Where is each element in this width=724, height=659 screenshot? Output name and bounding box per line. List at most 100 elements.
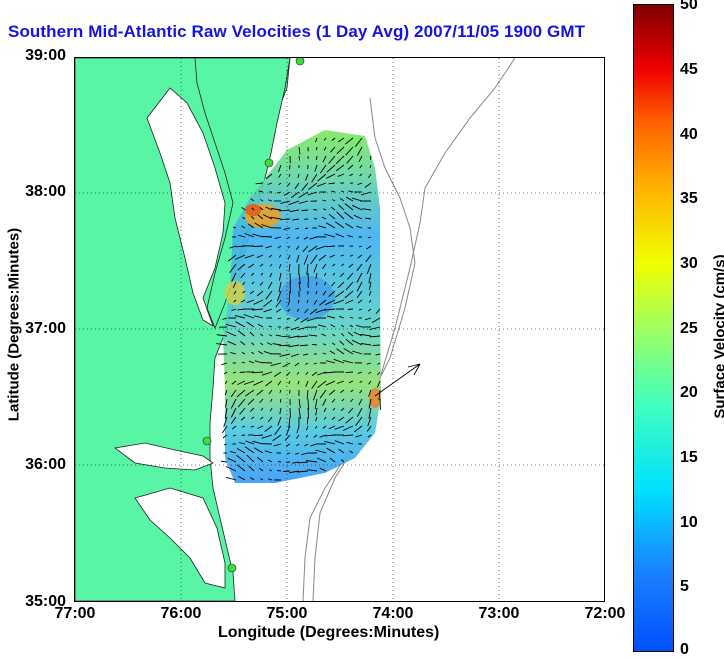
velocity-arrow	[252, 440, 264, 445]
velocity-arrow	[317, 380, 327, 389]
velocity-arrow	[349, 398, 354, 403]
velocity-arrow	[294, 182, 300, 189]
velocity-arrow	[237, 380, 246, 386]
velocity-arrow	[336, 146, 345, 155]
velocity-arrow	[335, 290, 345, 298]
velocity-arrow	[265, 290, 273, 300]
velocity-arrow	[227, 254, 237, 262]
velocity-arrow	[231, 308, 237, 312]
velocity-arrow	[345, 416, 354, 424]
velocity-arrow	[253, 447, 264, 454]
velocity-arrow	[368, 380, 372, 385]
velocity-arrow	[246, 299, 255, 304]
velocity-arrow	[313, 362, 318, 365]
bathymetry-contour	[312, 58, 516, 601]
velocity-arrow	[317, 324, 327, 328]
velocity-arrow	[321, 333, 327, 337]
velocity-arrow	[305, 371, 309, 375]
velocity-arrow	[254, 315, 264, 319]
velocity-arrow	[264, 425, 273, 432]
velocity-arrow	[340, 389, 345, 393]
velocity-arrow	[244, 254, 255, 259]
velocity-arrow	[278, 254, 282, 258]
velocity-arrow	[298, 200, 309, 204]
velocity-arrow	[233, 299, 237, 303]
velocity-arrow	[297, 173, 300, 179]
velocity-arrow	[308, 245, 318, 253]
velocity-arrow	[334, 425, 345, 430]
velocity-arrow	[234, 254, 246, 260]
velocity-arrow	[360, 191, 372, 196]
velocity-arrow	[225, 323, 237, 328]
velocity-arrow	[322, 352, 327, 355]
velocity-arrow	[277, 416, 282, 426]
velocity-arrow	[347, 331, 354, 337]
map-title: Southern Mid-Atlantic Raw Velocities (1 …	[8, 22, 586, 41]
velocity-arrow	[368, 290, 372, 296]
velocity-arrow	[322, 398, 327, 406]
velocity-arrow	[334, 221, 345, 229]
velocity-arrow	[243, 314, 255, 319]
velocity-arrow	[371, 317, 381, 323]
velocity-arrow-long	[374, 363, 421, 397]
velocity-arrow	[272, 343, 282, 346]
velocity-arrow	[328, 213, 336, 220]
velocity-arrow	[260, 478, 264, 481]
velocity-arrow	[339, 340, 345, 346]
velocity-arrow	[263, 308, 273, 313]
velocity-arrow	[247, 398, 255, 406]
velocity-arrow	[221, 362, 228, 366]
velocity-arrow	[325, 380, 336, 386]
velocity-arrow	[259, 467, 264, 472]
velocity-arrow	[306, 317, 318, 322]
velocity-arrow	[235, 321, 246, 328]
velocity-arrow	[366, 245, 372, 250]
velocity-arrow	[321, 216, 327, 220]
velocity-arrow	[341, 263, 345, 267]
velocity-arrow	[376, 380, 381, 388]
velocity-arrow	[345, 196, 354, 202]
velocity-arrow	[276, 469, 282, 472]
velocity-arrow	[317, 457, 327, 463]
velocity-arrow	[368, 281, 372, 291]
velocity-arrow	[315, 290, 318, 295]
velocity-arrow	[261, 371, 273, 376]
velocity-arrow	[225, 476, 237, 481]
velocity-arrow	[344, 203, 354, 211]
y-tick-label: 37:00	[25, 320, 66, 337]
velocity-arrow	[326, 173, 336, 179]
velocity-arrow	[241, 361, 246, 364]
velocity-arrow	[276, 191, 282, 194]
velocity-arrow	[349, 450, 354, 454]
velocity-arrow	[325, 222, 336, 229]
velocity-arrow	[369, 155, 372, 160]
velocity-arrow	[331, 206, 336, 211]
velocity-arrow	[326, 447, 336, 454]
velocity-arrow	[315, 137, 318, 143]
velocity-arrow	[378, 389, 381, 400]
velocity-arrow	[337, 137, 345, 143]
velocity-arrow	[340, 458, 345, 463]
velocity-arrow	[261, 224, 273, 229]
velocity-arrow	[324, 440, 336, 445]
velocity-arrow	[230, 398, 237, 409]
x-tick-label: 75:00	[266, 605, 308, 622]
velocity-arrow	[365, 217, 372, 220]
velocity-arrow	[260, 416, 264, 420]
velocity-arrow	[307, 407, 310, 419]
velocity-arrow	[262, 214, 273, 220]
velocity-arrow	[355, 416, 363, 427]
velocity-arrow	[315, 245, 327, 250]
velocity-arrow	[279, 353, 291, 357]
velocity-arrow	[345, 281, 354, 291]
velocity-arrow	[336, 380, 345, 384]
velocity-arrow	[294, 317, 300, 322]
velocity-arrow	[230, 407, 237, 418]
velocity-arrow	[358, 155, 363, 163]
station-marker	[264, 158, 274, 168]
velocity-arrow	[346, 441, 354, 445]
velocity-arrow	[331, 416, 336, 420]
velocity-arrow	[269, 263, 273, 267]
albemarle-sound	[114, 442, 214, 471]
velocity-arrow	[372, 344, 381, 347]
